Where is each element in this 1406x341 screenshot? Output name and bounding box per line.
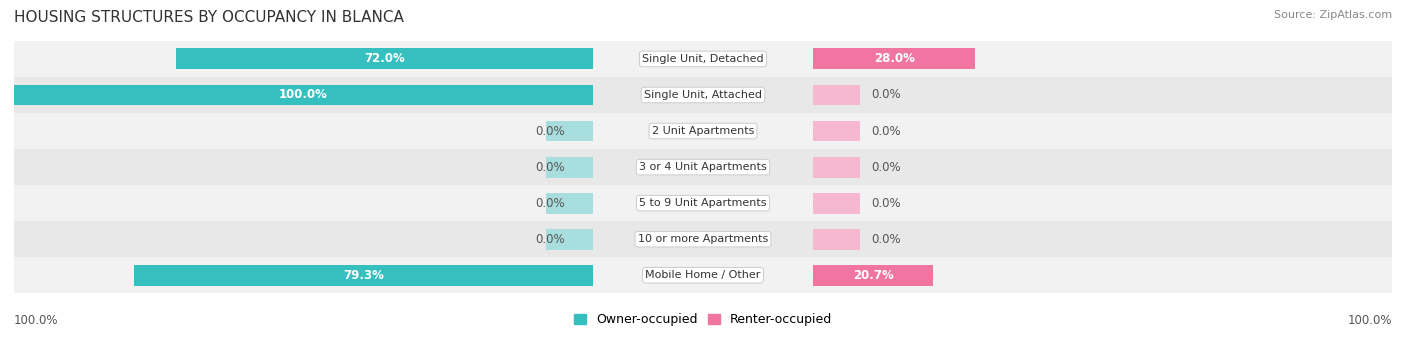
Text: 0.0%: 0.0% [872, 124, 901, 137]
Text: 100.0%: 100.0% [1347, 314, 1392, 327]
Text: Source: ZipAtlas.com: Source: ZipAtlas.com [1274, 10, 1392, 20]
Text: 72.0%: 72.0% [364, 53, 405, 65]
Bar [813, 149, 1392, 185]
Bar [813, 265, 934, 286]
Bar [14, 77, 593, 113]
Text: 20.7%: 20.7% [853, 269, 893, 282]
Bar [813, 221, 1392, 257]
Bar [547, 121, 593, 142]
Bar [813, 193, 859, 213]
Text: 28.0%: 28.0% [873, 53, 915, 65]
Bar [593, 185, 813, 221]
Text: 3 or 4 Unit Apartments: 3 or 4 Unit Apartments [640, 162, 766, 172]
Bar [547, 157, 593, 178]
Bar [14, 85, 593, 105]
Bar [813, 113, 1392, 149]
Bar [14, 41, 593, 77]
Bar [14, 113, 593, 149]
Bar [593, 149, 813, 185]
Text: 100.0%: 100.0% [14, 314, 59, 327]
Text: 0.0%: 0.0% [534, 233, 565, 246]
Text: 5 to 9 Unit Apartments: 5 to 9 Unit Apartments [640, 198, 766, 208]
Text: Single Unit, Attached: Single Unit, Attached [644, 90, 762, 100]
Text: 100.0%: 100.0% [278, 89, 328, 102]
Text: 0.0%: 0.0% [872, 233, 901, 246]
Bar [593, 77, 813, 113]
Bar [813, 185, 1392, 221]
Bar [593, 257, 813, 293]
Bar [134, 265, 593, 286]
Bar [813, 85, 859, 105]
Bar [813, 41, 1392, 77]
Bar [14, 257, 593, 293]
Bar [547, 193, 593, 213]
Text: 0.0%: 0.0% [534, 161, 565, 174]
Text: 10 or more Apartments: 10 or more Apartments [638, 234, 768, 244]
Bar [176, 48, 593, 70]
Text: 0.0%: 0.0% [534, 197, 565, 210]
Bar [547, 229, 593, 250]
Bar [593, 221, 813, 257]
Bar [14, 149, 593, 185]
Text: HOUSING STRUCTURES BY OCCUPANCY IN BLANCA: HOUSING STRUCTURES BY OCCUPANCY IN BLANC… [14, 10, 404, 25]
Bar [813, 48, 976, 70]
Bar [813, 257, 1392, 293]
Text: Single Unit, Detached: Single Unit, Detached [643, 54, 763, 64]
Text: 0.0%: 0.0% [872, 197, 901, 210]
Bar [14, 221, 593, 257]
Text: 0.0%: 0.0% [872, 89, 901, 102]
Text: 0.0%: 0.0% [872, 161, 901, 174]
Bar [14, 185, 593, 221]
Bar [813, 121, 859, 142]
Text: 79.3%: 79.3% [343, 269, 384, 282]
Text: 2 Unit Apartments: 2 Unit Apartments [652, 126, 754, 136]
Legend: Owner-occupied, Renter-occupied: Owner-occupied, Renter-occupied [568, 308, 838, 331]
Bar [593, 41, 813, 77]
Bar [593, 113, 813, 149]
Bar [813, 157, 859, 178]
Text: Mobile Home / Other: Mobile Home / Other [645, 270, 761, 280]
Bar [813, 229, 859, 250]
Bar [813, 77, 1392, 113]
Text: 0.0%: 0.0% [534, 124, 565, 137]
